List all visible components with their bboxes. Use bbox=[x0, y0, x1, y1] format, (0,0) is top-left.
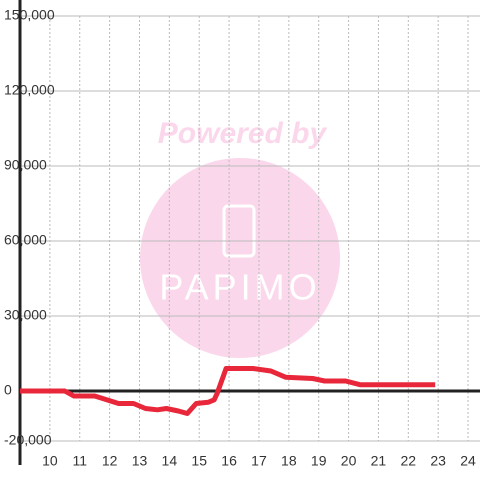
x-tick-label: 14 bbox=[162, 453, 178, 469]
labels: 10 11 12 13 14 15 16 17 18 19 20 21 22 23 24 -20,000 0 30… bbox=[4, 7, 476, 469]
x-tick-label: 10 bbox=[42, 453, 58, 469]
x-tick-label: 23 bbox=[430, 453, 446, 469]
x-tick-label: 13 bbox=[132, 453, 148, 469]
x-tick-label: 11 bbox=[72, 453, 87, 469]
x-tick-label: 21 bbox=[371, 453, 387, 469]
x-tick-label: 15 bbox=[191, 453, 207, 469]
watermark-text: Powered by bbox=[158, 117, 328, 150]
watermark-circle bbox=[140, 158, 340, 358]
x-tick-label: 22 bbox=[401, 453, 417, 469]
data-line bbox=[20, 366, 436, 416]
watermark: Powered by PAPIMO bbox=[140, 117, 340, 358]
x-tick-label: 19 bbox=[311, 453, 327, 469]
grid bbox=[18, 0, 480, 465]
x-tick-label: 24 bbox=[460, 453, 476, 469]
plot bbox=[20, 366, 436, 416]
y-tick-label: 120,000 bbox=[4, 82, 55, 98]
x-tick-label: 18 bbox=[281, 453, 297, 469]
x-tick-label: 16 bbox=[221, 453, 237, 469]
y-tick-label: -20,000 bbox=[4, 432, 52, 448]
x-tick-label: 20 bbox=[341, 453, 357, 469]
watermark-phone bbox=[222, 204, 256, 258]
x-tick-label: 17 bbox=[251, 453, 267, 469]
x-tick-label: 12 bbox=[102, 453, 118, 469]
y-tick-label: 90,000 bbox=[4, 157, 47, 173]
y-tick-label: 60,000 bbox=[4, 232, 47, 248]
y-tick-label: 30,000 bbox=[4, 307, 47, 323]
watermark-logo: PAPIMO bbox=[159, 267, 320, 308]
y-tick-label: 150,000 bbox=[4, 7, 55, 23]
y-tick-label: 0 bbox=[4, 382, 12, 398]
